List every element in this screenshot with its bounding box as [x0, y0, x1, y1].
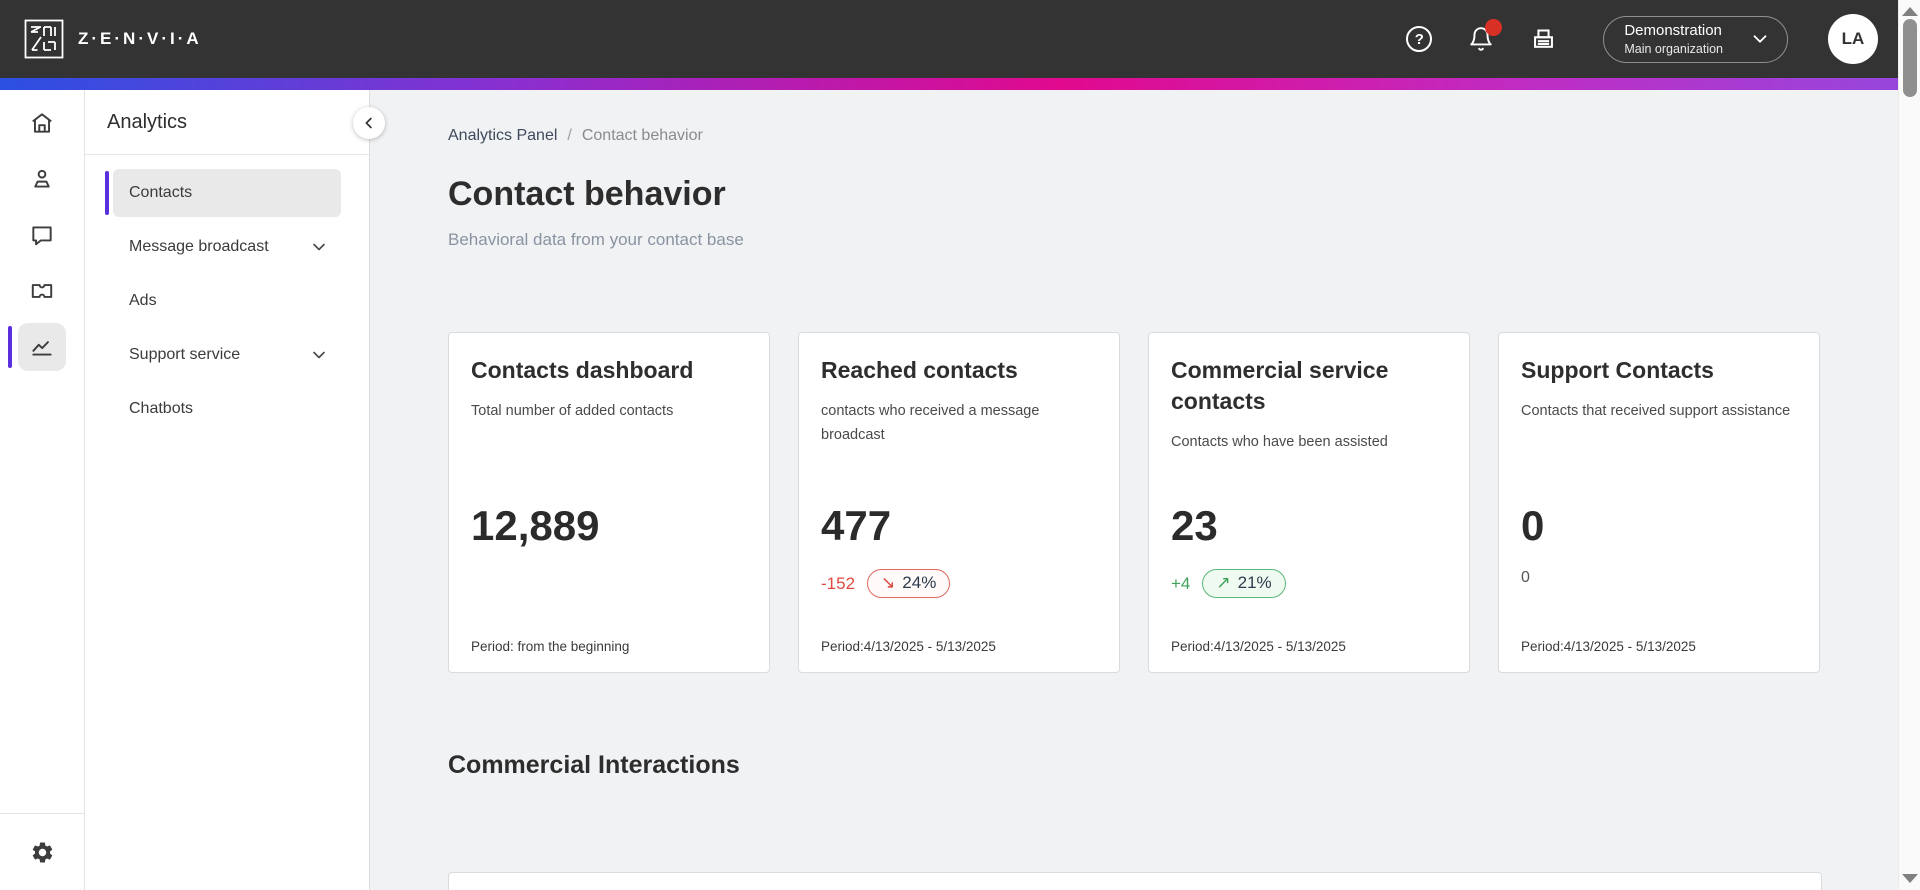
sidebar-item-support-service[interactable]: Support service [113, 331, 341, 379]
card-period: Period:4/13/2025 - 5/13/2025 [1521, 639, 1696, 654]
bell-icon [1468, 26, 1494, 52]
page-subtitle: Behavioral data from your contact base [448, 230, 744, 249]
top-bar: Z·E·N·V·I·A ? [0, 0, 1898, 78]
sidebar-item-label: Contacts [129, 184, 193, 201]
delta-value: 0 [1521, 569, 1530, 586]
vertical-scrollbar[interactable] [1898, 0, 1920, 890]
icon-rail [0, 90, 85, 890]
rail-item-settings[interactable] [18, 828, 66, 876]
card-period: Period: from the beginning [471, 639, 630, 654]
card-description: contacts who received a message broadcas… [821, 403, 1040, 443]
home-icon [29, 110, 55, 136]
trend-up-icon: ↗ [1216, 573, 1231, 592]
sidebar-collapse-button[interactable] [353, 107, 385, 139]
analytics-icon [29, 334, 55, 360]
card-description: Contacts that received support assistanc… [1521, 403, 1791, 420]
card-description: Contacts who have been assisted [1171, 434, 1388, 451]
rail-footer [0, 813, 84, 890]
main-content: Analytics Panel / Contact behavior Conta… [370, 90, 1898, 890]
ticket-icon [29, 278, 55, 304]
sidebar-item-label: Message broadcast [129, 238, 269, 255]
card-reached-contacts: Reached contacts contacts who received a… [798, 332, 1120, 673]
rail-item-conversations[interactable] [18, 211, 66, 259]
breadcrumb-current: Contact behavior [581, 127, 703, 144]
scroll-up-arrow-icon[interactable] [1902, 7, 1918, 16]
sidebar-item-label: Support service [129, 346, 241, 363]
user-avatar[interactable]: LA [1828, 14, 1878, 64]
organization-info: Demonstration Main organization [1624, 21, 1723, 57]
commercial-interactions-card [448, 872, 1822, 890]
delta-value: +4 [1171, 573, 1191, 593]
settings-gear-icon [30, 840, 55, 865]
brand-gradient-strip [0, 78, 1898, 90]
chevron-down-icon [1749, 28, 1771, 50]
scroll-down-arrow-icon[interactable] [1902, 874, 1918, 883]
help-button[interactable]: ? [1405, 25, 1433, 53]
breadcrumb-separator: / [567, 127, 572, 144]
card-support-contacts: Support Contacts Contacts that received … [1498, 332, 1820, 673]
rail-item-home[interactable] [18, 99, 66, 147]
zenvia-logo-icon [24, 19, 64, 59]
sidebar-menu: Contacts Message broadcast Ads Support s… [85, 155, 369, 433]
top-bar-actions: ? [1371, 14, 1878, 64]
card-value: 477 [821, 502, 892, 549]
card-title: Support Contacts [1521, 357, 1714, 383]
card-title: Contacts dashboard [471, 357, 694, 383]
printer-icon [1530, 26, 1557, 53]
card-delta-row: 0 [1521, 569, 1530, 587]
card-title: Reached contacts [821, 357, 1018, 383]
metric-cards-row: Contacts dashboard Total number of added… [448, 332, 1822, 673]
sidebar-title: Analytics [85, 90, 369, 155]
sidebar-item-label: Chatbots [129, 400, 194, 417]
delta-value: -152 [821, 573, 856, 593]
chevron-down-icon [309, 345, 329, 365]
help-icon: ? [1406, 26, 1433, 52]
organization-switcher[interactable]: Demonstration Main organization [1603, 15, 1788, 63]
organization-subtitle: Main organization [1624, 41, 1723, 56]
breadcrumb-analytics-panel[interactable]: Analytics Panel [448, 127, 558, 144]
rail-item-contacts[interactable] [18, 155, 66, 203]
trend-down-icon: ↘ [881, 573, 896, 592]
chevron-down-icon [309, 237, 329, 257]
card-title: Commercial service contacts [1171, 357, 1389, 415]
trend-badge: ↘ 24% [867, 569, 951, 598]
page-title: Contact behavior [448, 175, 726, 213]
sidebar-item-chatbots[interactable]: Chatbots [113, 385, 341, 433]
analytics-sidebar: Analytics Contacts Message broadcast [85, 90, 385, 890]
chevron-left-icon [360, 114, 378, 132]
notifications-button[interactable] [1467, 19, 1503, 53]
print-button[interactable] [1529, 25, 1557, 53]
trend-badge: ↗ 21% [1202, 569, 1286, 598]
rail-item-tickets[interactable] [18, 267, 66, 315]
rail-item-analytics[interactable] [8, 323, 66, 371]
card-delta-row: -152 ↘ 24% [821, 569, 951, 598]
card-value: 23 [1171, 502, 1218, 549]
card-description: Total number of added contacts [471, 403, 674, 420]
card-value: 0 [1521, 502, 1545, 549]
card-period: Period:4/13/2025 - 5/13/2025 [821, 639, 996, 654]
card-commercial-service-contacts: Commercial service contacts Contacts who… [1148, 332, 1470, 673]
sidebar-item-contacts[interactable]: Contacts [105, 169, 341, 217]
card-period: Period:4/13/2025 - 5/13/2025 [1171, 639, 1346, 654]
section-title-commercial-interactions: Commercial Interactions [448, 751, 740, 779]
notification-badge [1485, 19, 1503, 36]
organization-name: Demonstration [1624, 22, 1722, 40]
trend-percent: 21% [1237, 573, 1272, 592]
scrollbar-thumb[interactable] [1903, 19, 1917, 97]
contacts-icon [29, 166, 55, 192]
breadcrumb: Analytics Panel / Contact behavior [448, 127, 1822, 145]
card-contacts-dashboard: Contacts dashboard Total number of added… [448, 332, 770, 673]
brand-name: Z·E·N·V·I·A [78, 29, 202, 48]
zenvia-logo[interactable]: Z·E·N·V·I·A [24, 19, 202, 59]
trend-percent: 24% [902, 573, 937, 592]
sidebar-item-ads[interactable]: Ads [113, 277, 341, 325]
card-value: 12,889 [471, 502, 600, 549]
chat-bubble-icon [29, 222, 55, 248]
sidebar-item-message-broadcast[interactable]: Message broadcast [113, 223, 341, 271]
sidebar-item-label: Ads [129, 292, 157, 309]
card-delta-row: +4 ↗ 21% [1171, 569, 1286, 598]
